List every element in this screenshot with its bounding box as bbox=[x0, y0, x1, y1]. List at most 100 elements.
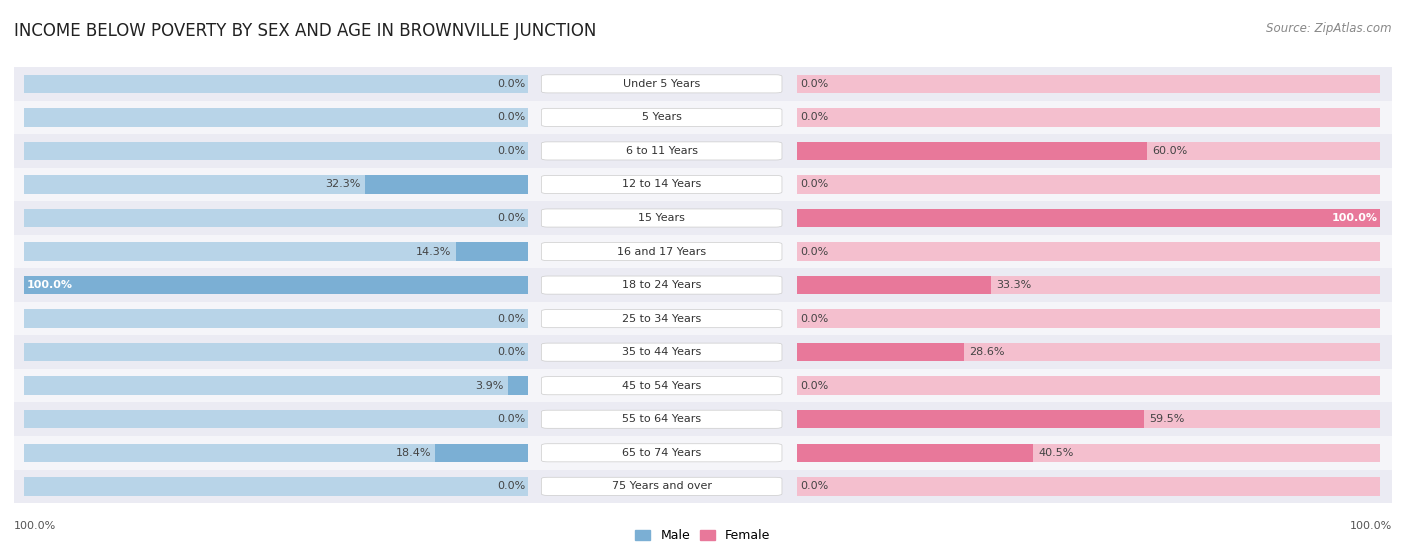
Text: 40.5%: 40.5% bbox=[1038, 448, 1073, 458]
Text: 0.0%: 0.0% bbox=[800, 79, 828, 89]
Text: 0.0%: 0.0% bbox=[496, 347, 524, 357]
Bar bbox=[0, 134, 1406, 168]
Bar bbox=[24, 310, 527, 328]
FancyBboxPatch shape bbox=[541, 176, 782, 193]
Text: 65 to 74 Years: 65 to 74 Years bbox=[621, 448, 702, 458]
Bar bbox=[0, 101, 1406, 134]
Text: 15 Years: 15 Years bbox=[638, 213, 685, 223]
FancyBboxPatch shape bbox=[541, 377, 782, 395]
Text: 0.0%: 0.0% bbox=[800, 314, 828, 324]
Bar bbox=[0, 101, 1406, 134]
Bar bbox=[0, 268, 1406, 302]
Bar bbox=[0, 101, 1406, 134]
Text: Source: ZipAtlas.com: Source: ZipAtlas.com bbox=[1267, 22, 1392, 35]
Text: 0.0%: 0.0% bbox=[800, 112, 828, 122]
Bar bbox=[0, 335, 1406, 369]
Bar bbox=[0, 302, 1406, 335]
Bar bbox=[0, 168, 1406, 201]
Text: 0.0%: 0.0% bbox=[496, 481, 524, 491]
Text: 14.3%: 14.3% bbox=[416, 247, 451, 257]
Bar bbox=[0, 235, 1406, 268]
Bar bbox=[0, 134, 1406, 168]
Text: 55 to 64 Years: 55 to 64 Years bbox=[621, 414, 702, 424]
Bar bbox=[24, 477, 527, 496]
Text: 60.0%: 60.0% bbox=[1152, 146, 1187, 156]
Bar bbox=[0, 436, 1406, 470]
Text: 5 Years: 5 Years bbox=[641, 112, 682, 122]
Text: 100.0%: 100.0% bbox=[27, 280, 73, 290]
Bar bbox=[0, 402, 1406, 436]
Bar bbox=[0, 302, 1406, 335]
FancyBboxPatch shape bbox=[541, 410, 782, 428]
Text: 0.0%: 0.0% bbox=[800, 247, 828, 257]
Text: 12 to 14 Years: 12 to 14 Years bbox=[621, 179, 702, 190]
Bar bbox=[797, 377, 1381, 395]
Bar bbox=[0, 470, 1406, 503]
Bar bbox=[0, 268, 1406, 302]
FancyBboxPatch shape bbox=[541, 209, 782, 227]
Bar bbox=[797, 175, 1381, 193]
Legend: Male, Female: Male, Female bbox=[630, 524, 776, 547]
FancyBboxPatch shape bbox=[541, 276, 782, 294]
Text: 18.4%: 18.4% bbox=[395, 448, 430, 458]
Text: 0.0%: 0.0% bbox=[496, 79, 524, 89]
FancyBboxPatch shape bbox=[541, 142, 782, 160]
Bar bbox=[24, 377, 527, 395]
Bar bbox=[0, 436, 1406, 470]
Text: 59.5%: 59.5% bbox=[1149, 414, 1184, 424]
Bar bbox=[0, 369, 1406, 402]
Bar bbox=[24, 444, 527, 462]
Bar bbox=[797, 108, 1381, 126]
Text: 100.0%: 100.0% bbox=[14, 521, 56, 531]
Text: 0.0%: 0.0% bbox=[496, 213, 524, 223]
Bar bbox=[0, 235, 1406, 268]
Bar bbox=[0, 201, 1406, 235]
Bar bbox=[797, 410, 1144, 428]
Bar bbox=[0, 402, 1406, 436]
Bar bbox=[797, 243, 1381, 260]
Bar bbox=[0, 302, 1406, 335]
FancyBboxPatch shape bbox=[541, 75, 782, 93]
Text: 0.0%: 0.0% bbox=[800, 179, 828, 190]
Bar bbox=[366, 175, 527, 193]
Bar bbox=[0, 268, 1406, 302]
Bar bbox=[508, 377, 527, 395]
Bar bbox=[0, 67, 1406, 101]
Bar bbox=[24, 276, 527, 294]
Bar bbox=[24, 74, 527, 93]
Bar bbox=[797, 343, 965, 361]
Text: INCOME BELOW POVERTY BY SEX AND AGE IN BROWNVILLE JUNCTION: INCOME BELOW POVERTY BY SEX AND AGE IN B… bbox=[14, 22, 596, 40]
Text: 0.0%: 0.0% bbox=[496, 146, 524, 156]
FancyBboxPatch shape bbox=[541, 444, 782, 462]
Bar bbox=[0, 335, 1406, 369]
Text: 100.0%: 100.0% bbox=[1331, 213, 1378, 223]
Text: 33.3%: 33.3% bbox=[995, 280, 1032, 290]
Text: Under 5 Years: Under 5 Years bbox=[623, 79, 700, 89]
Text: 6 to 11 Years: 6 to 11 Years bbox=[626, 146, 697, 156]
Bar bbox=[0, 335, 1406, 369]
Bar bbox=[797, 276, 1381, 294]
Bar bbox=[797, 209, 1381, 227]
Bar bbox=[0, 168, 1406, 201]
Text: 0.0%: 0.0% bbox=[496, 112, 524, 122]
Bar bbox=[797, 310, 1381, 328]
Bar bbox=[797, 444, 1033, 462]
Text: 18 to 24 Years: 18 to 24 Years bbox=[621, 280, 702, 290]
Bar bbox=[0, 436, 1406, 470]
Bar bbox=[0, 369, 1406, 402]
Text: 16 and 17 Years: 16 and 17 Years bbox=[617, 247, 706, 257]
Bar bbox=[0, 470, 1406, 503]
Bar bbox=[797, 444, 1381, 462]
Text: 25 to 34 Years: 25 to 34 Years bbox=[621, 314, 702, 324]
Bar bbox=[0, 67, 1406, 101]
FancyBboxPatch shape bbox=[541, 477, 782, 495]
Bar bbox=[24, 343, 527, 361]
Bar bbox=[0, 235, 1406, 268]
Bar bbox=[24, 410, 527, 428]
Bar bbox=[797, 209, 1381, 227]
Bar bbox=[24, 175, 527, 193]
Bar bbox=[24, 243, 527, 260]
Bar bbox=[0, 201, 1406, 235]
Bar bbox=[24, 276, 527, 294]
Bar bbox=[24, 142, 527, 160]
